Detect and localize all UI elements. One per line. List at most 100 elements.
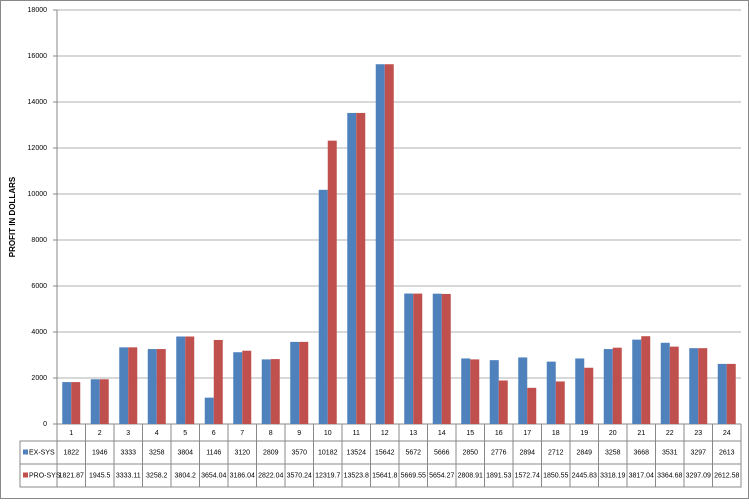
table-value: 1821.87 bbox=[59, 472, 84, 479]
table-value: 12319.7 bbox=[315, 472, 340, 479]
bar bbox=[347, 112, 357, 424]
x-tick-label: 18 bbox=[552, 430, 560, 437]
bar bbox=[384, 64, 394, 425]
table-value: 2808.91 bbox=[458, 472, 483, 479]
table-value: 3654.04 bbox=[201, 472, 226, 479]
bar bbox=[242, 350, 252, 424]
bar bbox=[432, 293, 442, 424]
y-tick-label: 16000 bbox=[28, 53, 48, 60]
x-tick-label: 15 bbox=[466, 430, 474, 437]
bar bbox=[498, 380, 508, 424]
legend-key bbox=[23, 449, 28, 455]
table-value: 5654.27 bbox=[429, 472, 454, 479]
bar bbox=[470, 359, 480, 424]
bar bbox=[612, 347, 622, 424]
x-tick-label: 13 bbox=[409, 430, 417, 437]
x-tick-label: 2 bbox=[98, 430, 102, 437]
bar bbox=[327, 140, 337, 424]
table-value: 15642 bbox=[375, 449, 395, 456]
legend-label: EX-SYS bbox=[29, 449, 55, 456]
bar bbox=[119, 347, 129, 424]
table-value: 2894 bbox=[519, 449, 535, 456]
table-value: 3333 bbox=[120, 449, 136, 456]
x-tick-label: 24 bbox=[723, 430, 731, 437]
table-value: 1572.74 bbox=[515, 472, 540, 479]
y-tick-label: 18000 bbox=[28, 7, 48, 14]
legend-key bbox=[23, 472, 28, 478]
table-value: 3258 bbox=[149, 449, 165, 456]
bar bbox=[717, 363, 727, 424]
x-tick-label: 5 bbox=[183, 430, 187, 437]
bar bbox=[660, 342, 670, 424]
bar bbox=[404, 293, 414, 424]
bar bbox=[204, 397, 214, 424]
table-value: 2849 bbox=[576, 449, 592, 456]
x-tick-label: 17 bbox=[523, 430, 531, 437]
table-value: 2776 bbox=[491, 449, 507, 456]
bar bbox=[546, 361, 556, 424]
table-value: 3258.2 bbox=[146, 472, 168, 479]
x-tick-label: 14 bbox=[438, 430, 446, 437]
table-value: 3570.24 bbox=[287, 472, 312, 479]
table-value: 13523.8 bbox=[344, 472, 369, 479]
bar bbox=[261, 359, 271, 424]
bar bbox=[290, 341, 300, 424]
bar bbox=[299, 341, 309, 424]
bar bbox=[413, 293, 423, 424]
bar bbox=[527, 387, 537, 424]
table-value: 10182 bbox=[318, 449, 338, 456]
table-value: 3297 bbox=[690, 449, 706, 456]
x-tick-label: 22 bbox=[666, 430, 674, 437]
bar bbox=[156, 349, 166, 424]
table-value: 3364.68 bbox=[657, 472, 682, 479]
y-tick-label: 10000 bbox=[28, 191, 48, 198]
bar bbox=[99, 379, 109, 424]
table-value: 3668 bbox=[633, 449, 649, 456]
table-value: 3531 bbox=[662, 449, 678, 456]
y-tick-label: 12000 bbox=[28, 145, 48, 152]
bar bbox=[176, 336, 186, 424]
table-value: 5669.55 bbox=[401, 472, 426, 479]
bar bbox=[584, 367, 594, 424]
legend-label: PRO-SYS bbox=[29, 472, 61, 479]
table-value: 2612.58 bbox=[714, 472, 739, 479]
table-value: 3120 bbox=[234, 449, 250, 456]
y-tick-label: 8000 bbox=[31, 237, 47, 244]
table-value: 2809 bbox=[263, 449, 279, 456]
bar bbox=[62, 382, 72, 424]
bar bbox=[669, 346, 679, 424]
table-value: 3297.09 bbox=[686, 472, 711, 479]
table-value: 1850.55 bbox=[543, 472, 568, 479]
bar bbox=[689, 348, 699, 424]
bar bbox=[461, 358, 471, 424]
bar bbox=[375, 64, 385, 424]
y-tick-label: 6000 bbox=[31, 283, 47, 290]
y-tick-label: 14000 bbox=[28, 99, 48, 106]
bar bbox=[128, 347, 138, 424]
table-value: 3804.2 bbox=[175, 472, 197, 479]
table-value: 3318.19 bbox=[600, 472, 625, 479]
bar bbox=[641, 336, 651, 424]
x-tick-label: 23 bbox=[694, 430, 702, 437]
bar bbox=[356, 112, 366, 424]
y-tick-label: 2000 bbox=[31, 375, 47, 382]
bar bbox=[489, 360, 499, 424]
table-value: 3258 bbox=[605, 449, 621, 456]
table-value: 1891.53 bbox=[486, 472, 511, 479]
bar bbox=[213, 339, 223, 424]
table-value: 13524 bbox=[347, 449, 367, 456]
x-tick-label: 12 bbox=[381, 430, 389, 437]
bar bbox=[270, 359, 280, 424]
bar bbox=[147, 349, 157, 424]
x-tick-label: 6 bbox=[212, 430, 216, 437]
table-value: 3570 bbox=[291, 449, 307, 456]
table-value: 2822.04 bbox=[258, 472, 283, 479]
table-value: 2712 bbox=[548, 449, 564, 456]
x-tick-label: 16 bbox=[495, 430, 503, 437]
x-tick-label: 11 bbox=[353, 430, 360, 437]
bar bbox=[726, 363, 736, 424]
bar bbox=[90, 379, 100, 424]
x-tick-label: 1 bbox=[69, 430, 73, 437]
table-value: 5666 bbox=[434, 449, 450, 456]
